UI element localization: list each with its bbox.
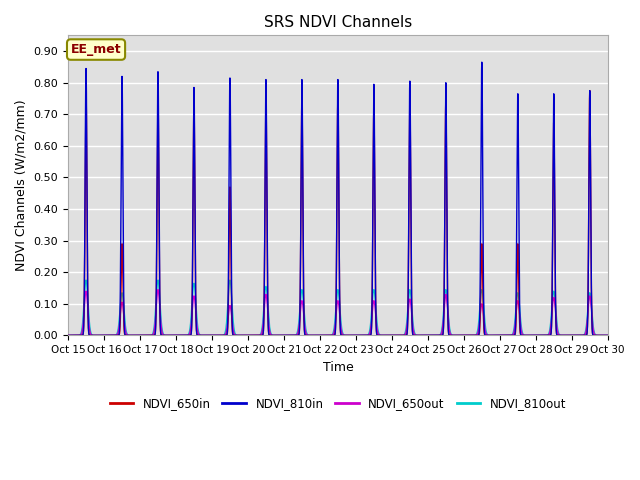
X-axis label: Time: Time (323, 360, 353, 374)
Y-axis label: NDVI Channels (W/m2/mm): NDVI Channels (W/m2/mm) (15, 99, 28, 271)
Legend: NDVI_650in, NDVI_810in, NDVI_650out, NDVI_810out: NDVI_650in, NDVI_810in, NDVI_650out, NDV… (105, 392, 571, 415)
Text: EE_met: EE_met (71, 43, 122, 56)
Title: SRS NDVI Channels: SRS NDVI Channels (264, 15, 412, 30)
